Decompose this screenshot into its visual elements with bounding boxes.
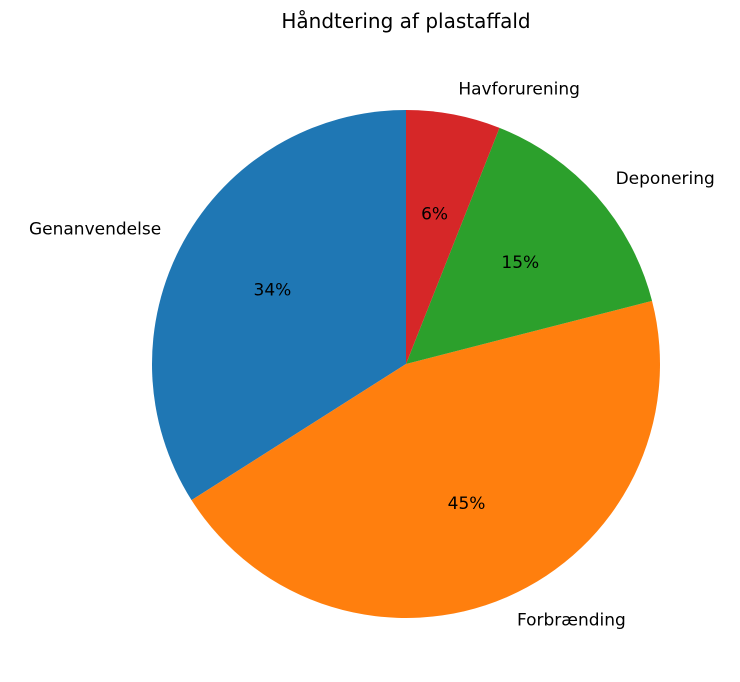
pie-percent-label-genanvendelse: 34% bbox=[254, 281, 292, 301]
pie-slice-havforurening bbox=[406, 110, 500, 364]
pie-category-label-deponering: Deponering bbox=[616, 169, 715, 189]
pie-slice-forbraending bbox=[191, 300, 661, 619]
pie-slice-deponering bbox=[406, 127, 653, 365]
pie-percent-label-forbraending: 45% bbox=[448, 494, 486, 514]
pie-slice-genanvendelse bbox=[152, 110, 406, 501]
pie-percent-label-havforurening: 6% bbox=[421, 204, 448, 224]
pie-percent-label-deponering: 15% bbox=[501, 253, 539, 273]
pie-category-label-forbraending: Forbrænding bbox=[517, 610, 626, 630]
pie-category-label-genanvendelse: Genanvendelse bbox=[29, 219, 161, 239]
pie-labels: 34% Genanvendelse 45% Forbrænding 15% Deponer… bbox=[29, 80, 715, 631]
chart-title: Håndtering af plastaffald bbox=[281, 9, 530, 33]
pie-category-label-havforurening: Havforurening bbox=[458, 80, 580, 100]
pie-slices bbox=[152, 110, 661, 619]
